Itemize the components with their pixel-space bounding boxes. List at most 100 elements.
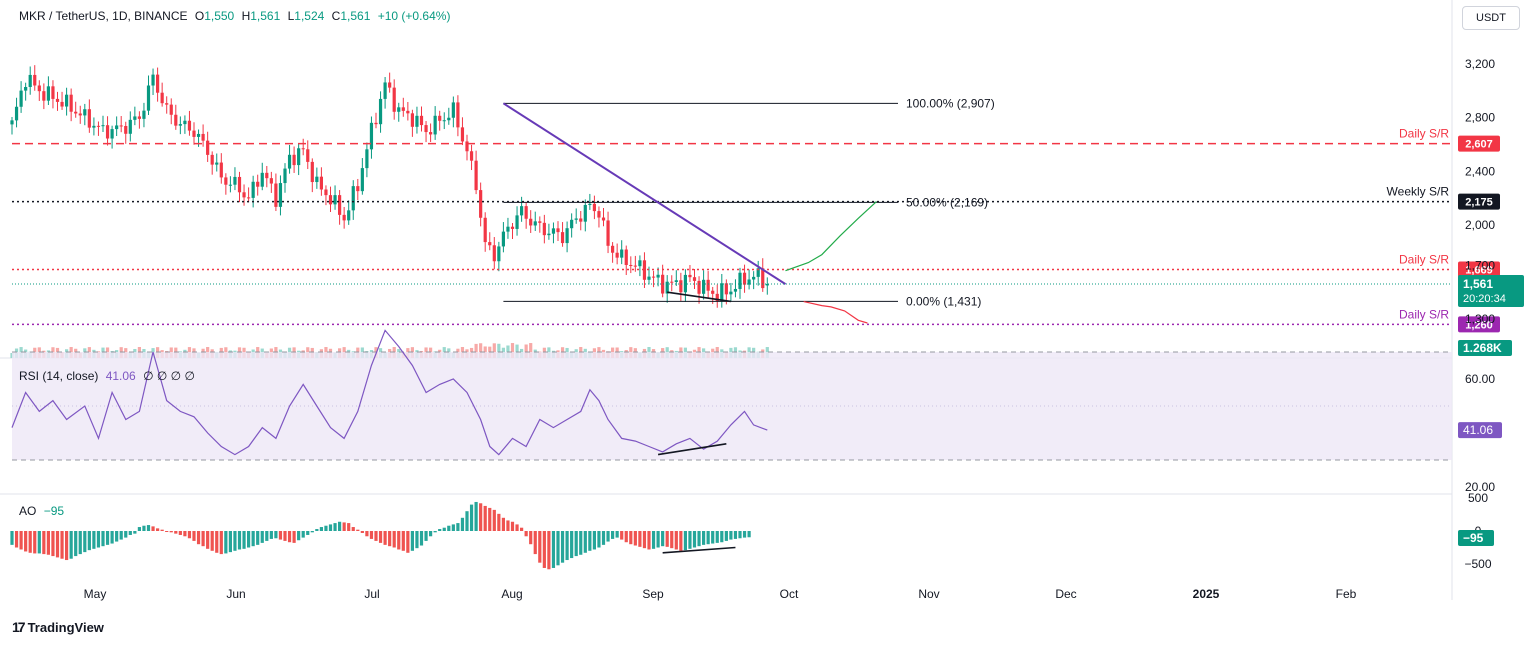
candle-body[interactable]	[115, 125, 119, 130]
candle-body[interactable]	[96, 125, 101, 127]
candle-body[interactable]	[488, 242, 492, 246]
candle-body[interactable]	[369, 122, 374, 150]
currency-button[interactable]: USDT	[1462, 6, 1520, 30]
candle-body[interactable]	[356, 186, 360, 192]
rsi-divergence-line[interactable]	[657, 443, 727, 456]
price-pane[interactable]: Daily S/R Weekly S/R Daily S/R Daily S/R 100…	[10, 65, 1452, 326]
candle-body[interactable]	[665, 281, 669, 294]
candle-body[interactable]	[274, 183, 278, 207]
candle-body[interactable]	[310, 161, 314, 183]
candle-body[interactable]	[388, 82, 392, 88]
candle-body[interactable]	[570, 219, 574, 229]
candle-body[interactable]	[247, 197, 251, 199]
descending-trendline[interactable]	[502, 102, 787, 285]
candle-body[interactable]	[415, 115, 419, 127]
candle-body[interactable]	[611, 245, 615, 253]
candle-body[interactable]	[565, 228, 569, 244]
candle-body[interactable]	[124, 125, 128, 134]
candle-body[interactable]	[597, 211, 601, 218]
ao-pane[interactable]	[10, 501, 751, 570]
candle-body[interactable]	[233, 176, 237, 185]
candle-body[interactable]	[702, 279, 706, 294]
candle-body[interactable]	[278, 183, 283, 207]
candle-body[interactable]	[401, 107, 405, 111]
candle-body[interactable]	[711, 290, 715, 294]
candle-body[interactable]	[747, 279, 751, 285]
candle-body[interactable]	[338, 195, 342, 215]
candle-body[interactable]	[206, 140, 210, 155]
candle-body[interactable]	[174, 114, 178, 126]
candle-body[interactable]	[242, 192, 246, 198]
candle-body[interactable]	[78, 113, 82, 116]
candle-body[interactable]	[328, 195, 333, 205]
candle-body[interactable]	[42, 91, 46, 101]
ao-legend[interactable]: AO −95	[19, 504, 64, 518]
candle-body[interactable]	[497, 246, 501, 262]
candle-body[interactable]	[620, 249, 624, 258]
candle-body[interactable]	[456, 102, 460, 128]
candle-body[interactable]	[533, 221, 537, 226]
candle-body[interactable]	[733, 288, 738, 292]
candle-body[interactable]	[342, 214, 346, 221]
candle-body[interactable]	[629, 264, 633, 266]
candle-body[interactable]	[574, 218, 578, 220]
candle-body[interactable]	[219, 162, 223, 178]
candle-body[interactable]	[538, 221, 542, 223]
candle-body[interactable]	[429, 132, 433, 135]
candle-body[interactable]	[192, 130, 196, 137]
candle-body[interactable]	[647, 276, 651, 280]
candle-body[interactable]	[333, 195, 337, 205]
bullish-projection-path[interactable]	[785, 201, 877, 272]
candle-body[interactable]	[542, 222, 546, 236]
candle-body[interactable]	[592, 203, 596, 212]
candle-body[interactable]	[324, 189, 328, 196]
candle-body[interactable]	[301, 148, 305, 150]
tradingview-logo[interactable]: 17 TradingView	[12, 619, 104, 635]
candle-body[interactable]	[697, 280, 701, 294]
candle-body[interactable]	[679, 280, 683, 293]
candle-body[interactable]	[524, 206, 528, 219]
candle-body[interactable]	[128, 119, 132, 134]
candle-body[interactable]	[228, 184, 232, 186]
candle-body[interactable]	[483, 217, 487, 243]
candle-body[interactable]	[506, 226, 510, 232]
candle-body[interactable]	[529, 218, 533, 226]
candle-body[interactable]	[520, 206, 524, 216]
candle-body[interactable]	[55, 98, 60, 102]
candle-body[interactable]	[720, 283, 724, 302]
candle-body[interactable]	[51, 86, 55, 99]
candle-body[interactable]	[65, 94, 69, 107]
candle-body[interactable]	[715, 293, 719, 302]
candle-body[interactable]	[24, 87, 28, 91]
candle-body[interactable]	[633, 265, 637, 267]
candle-body[interactable]	[74, 111, 78, 114]
candle-body[interactable]	[424, 125, 428, 133]
candle-body[interactable]	[688, 274, 692, 278]
candle-body[interactable]	[656, 274, 660, 278]
candle-body[interactable]	[392, 87, 396, 112]
candle-body[interactable]	[251, 181, 255, 198]
candle-body[interactable]	[383, 82, 387, 99]
candle-body[interactable]	[265, 172, 269, 179]
candle-body[interactable]	[601, 217, 606, 221]
candle-body[interactable]	[297, 148, 301, 166]
candle-body[interactable]	[28, 74, 32, 88]
candle-body[interactable]	[606, 220, 610, 246]
candle-body[interactable]	[761, 268, 765, 289]
candle-body[interactable]	[378, 98, 383, 125]
candle-body[interactable]	[360, 168, 364, 192]
candle-body[interactable]	[724, 283, 728, 295]
candle-body[interactable]	[674, 280, 678, 283]
candle-body[interactable]	[169, 104, 173, 115]
candle-body[interactable]	[752, 276, 756, 280]
candle-body[interactable]	[579, 218, 583, 222]
candle-body[interactable]	[374, 122, 378, 125]
candle-body[interactable]	[60, 101, 64, 107]
rsi-legend[interactable]: RSI (14, close) 41.06 ∅ ∅ ∅ ∅	[19, 369, 195, 383]
candle-body[interactable]	[319, 176, 323, 190]
candle-body[interactable]	[306, 149, 310, 162]
candle-body[interactable]	[137, 116, 141, 119]
candle-body[interactable]	[151, 74, 155, 86]
candle-body[interactable]	[474, 160, 478, 191]
candle-body[interactable]	[183, 120, 187, 125]
